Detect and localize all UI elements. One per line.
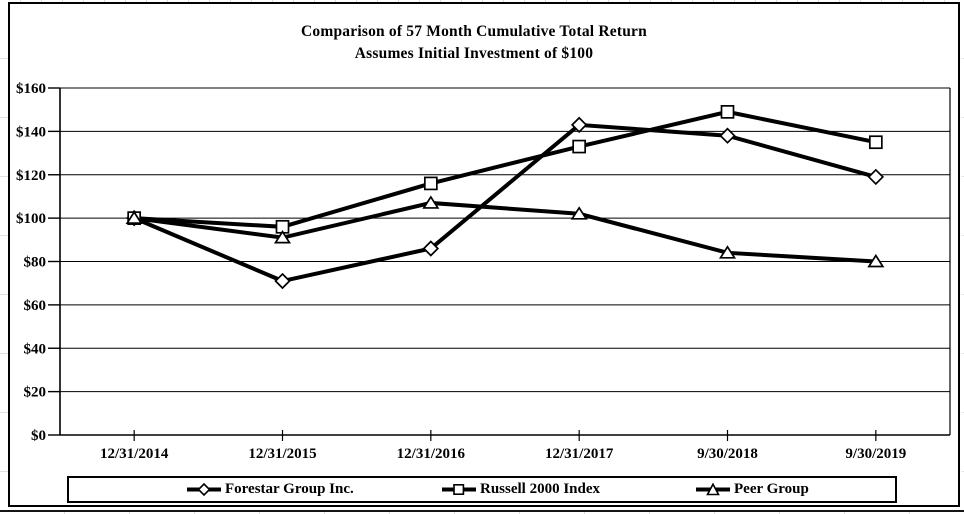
- legend-label-peer: Peer Group: [734, 481, 809, 497]
- triangle-line-icon: [696, 482, 730, 496]
- series-line-square: [134, 109, 877, 229]
- triangle-marker: [867, 253, 885, 268]
- diamond-marker: [570, 116, 588, 134]
- x-tick-label: 12/31/2016: [397, 446, 466, 462]
- y-tick-label: $80: [24, 255, 47, 271]
- x-tick-label: 12/31/2017: [545, 446, 614, 462]
- square-marker: [423, 176, 438, 191]
- chart-subtitle: Assumes Initial Investment of $100: [354, 45, 594, 62]
- chart-title-block: Comparison of 57 Month Cumulative Total …: [0, 21, 948, 65]
- y-tick-label: $40: [24, 341, 47, 357]
- legend-item-forestar: Forestar Group Inc.: [185, 478, 354, 501]
- y-tick-label: $120: [16, 168, 46, 184]
- triangle-marker: [273, 230, 292, 244]
- x-tick-label: 9/30/2018: [697, 446, 758, 462]
- y-tick-label: $20: [24, 385, 47, 401]
- diamond-marker: [719, 127, 736, 144]
- legend: Forestar Group Inc. Russell 2000 Index P…: [67, 476, 897, 503]
- series-line-triangle: [133, 200, 876, 264]
- triangle-marker: [125, 210, 143, 224]
- triangle-marker: [422, 195, 440, 209]
- diamond-marker: [274, 272, 291, 290]
- triangle-marker: [718, 245, 737, 259]
- legend-label-russell: Russell 2000 Index: [480, 481, 601, 497]
- legend-item-peer: Peer Group: [694, 478, 809, 501]
- square-marker: [572, 139, 587, 154]
- square-marker: [868, 135, 883, 150]
- triangle-marker: [570, 206, 588, 220]
- chart-title: Comparison of 57 Month Cumulative Total …: [301, 23, 647, 40]
- legend-label-forestar: Forestar Group Inc.: [225, 481, 354, 497]
- square-line-icon: [442, 483, 476, 495]
- x-tick-label: 9/30/2019: [845, 446, 906, 462]
- bottom-rule: [0, 510, 964, 512]
- y-tick-label: $100: [16, 211, 46, 227]
- y-tick-label: $0: [31, 428, 46, 444]
- y-tick-label: $160: [16, 81, 46, 97]
- diamond-marker: [867, 168, 885, 186]
- legend-item-russell: Russell 2000 Index: [440, 478, 600, 501]
- square-marker: [720, 105, 735, 119]
- y-tick-label: $60: [24, 298, 47, 314]
- series-line-diamond: [133, 122, 877, 284]
- diamond-marker: [422, 240, 440, 257]
- x-tick-label: 12/31/2015: [248, 446, 316, 462]
- x-tick-label: 12/31/2014: [100, 446, 169, 462]
- chart-frame: [8, 2, 960, 507]
- y-tick-label: $140: [16, 124, 46, 140]
- diamond-line-icon: [187, 482, 221, 497]
